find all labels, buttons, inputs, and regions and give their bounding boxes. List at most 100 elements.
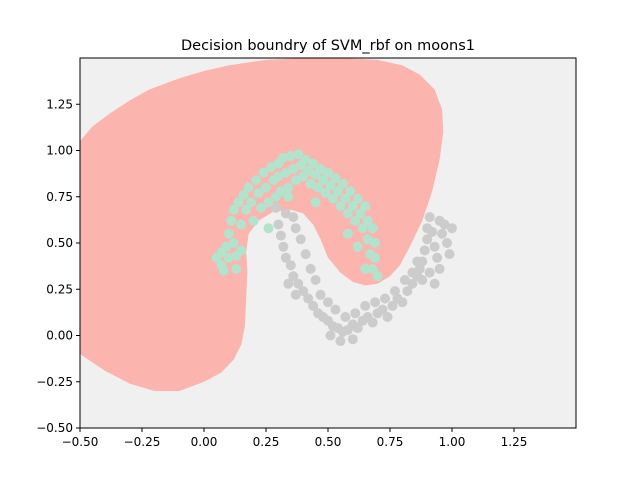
data-point: [288, 271, 299, 282]
data-point: [419, 245, 430, 256]
data-point: [340, 312, 351, 322]
data-point: [280, 252, 291, 263]
data-point: [280, 167, 291, 178]
data-point: [258, 167, 269, 178]
data-point: [427, 226, 438, 237]
data-point: [350, 215, 361, 226]
y-tick-label: 0.75: [46, 190, 73, 204]
data-point: [303, 165, 314, 176]
data-point: [318, 175, 329, 186]
data-point: [367, 263, 378, 274]
data-point: [283, 191, 294, 202]
data-point: [263, 197, 274, 208]
data-point: [273, 219, 284, 230]
data-point: [231, 250, 242, 261]
y-axis: −0.50 −0.25 0.00 0.25 0.50 0.75 1.00 1.25: [36, 97, 80, 435]
data-point: [367, 223, 378, 234]
data-point: [357, 223, 368, 234]
data-point: [422, 234, 433, 245]
data-point: [218, 265, 229, 276]
data-point: [246, 197, 257, 208]
data-point: [355, 208, 366, 219]
data-point: [377, 304, 388, 315]
data-point: [228, 238, 239, 248]
data-point: [352, 241, 363, 252]
y-tick-label: −0.25: [36, 375, 73, 389]
decision-region: [80, 58, 444, 391]
data-point: [248, 215, 259, 226]
data-point: [310, 275, 321, 285]
data-point: [300, 249, 311, 260]
data-point: [434, 263, 445, 274]
data-point: [367, 317, 378, 328]
data-point: [347, 201, 358, 211]
data-point: [233, 197, 244, 208]
data-point: [216, 247, 227, 258]
data-point: [280, 208, 291, 219]
data-point: [251, 175, 262, 186]
data-point: [261, 182, 271, 193]
data-point: [325, 180, 336, 191]
data-point: [447, 223, 457, 234]
data-point: [434, 215, 445, 226]
data-point: [360, 300, 371, 311]
data-point: [352, 323, 363, 334]
data-point: [437, 228, 448, 239]
y-tick-label: 0.50: [46, 236, 73, 250]
data-point: [380, 293, 391, 304]
data-point: [278, 241, 289, 252]
data-point: [228, 204, 239, 215]
data-point: [330, 173, 341, 184]
data-point: [399, 275, 410, 285]
data-point: [360, 263, 371, 274]
data-point: [370, 297, 381, 308]
data-point: [270, 191, 281, 202]
x-tick-label: −0.50: [62, 435, 99, 449]
data-point: [342, 208, 353, 219]
data-point: [236, 219, 247, 230]
data-point: [293, 149, 304, 160]
data-point: [412, 256, 423, 267]
data-point: [308, 300, 319, 311]
y-tick-label: 1.00: [46, 144, 73, 158]
x-axis: −0.50 −0.25 0.00 0.25 0.50 0.75 1.00 1.25: [62, 428, 528, 449]
data-point: [382, 312, 393, 322]
data-point: [429, 278, 440, 289]
data-point: [308, 158, 319, 169]
data-point: [290, 289, 301, 300]
data-point: [223, 228, 234, 239]
data-point: [303, 293, 314, 304]
data-point: [290, 175, 301, 186]
y-tick-label: 1.25: [46, 97, 73, 111]
data-point: [313, 182, 324, 193]
data-point: [288, 212, 299, 223]
data-point: [350, 308, 361, 319]
data-point: [273, 171, 284, 182]
data-point: [387, 300, 398, 311]
data-point: [256, 202, 267, 213]
data-point: [315, 164, 326, 174]
x-tick-label: 0.75: [377, 435, 404, 449]
data-point: [270, 202, 281, 213]
data-point: [295, 234, 306, 245]
x-tick-label: 1.25: [501, 435, 528, 449]
data-point: [370, 238, 381, 248]
data-point: [417, 275, 428, 285]
x-tick-label: 1.00: [439, 435, 466, 449]
series-class-0: [211, 149, 383, 282]
data-point: [342, 228, 353, 239]
data-point: [288, 164, 299, 174]
data-point: [372, 271, 383, 282]
data-point: [320, 188, 331, 199]
data-point: [315, 289, 326, 300]
y-tick-label: −0.50: [36, 421, 73, 435]
data-point: [432, 252, 443, 263]
data-point: [362, 234, 373, 245]
x-tick-label: −0.25: [124, 435, 161, 449]
data-point: [347, 334, 358, 345]
data-point: [389, 286, 400, 297]
data-point: [293, 278, 304, 289]
x-tick-label: 0.25: [253, 435, 280, 449]
data-point: [332, 186, 343, 197]
